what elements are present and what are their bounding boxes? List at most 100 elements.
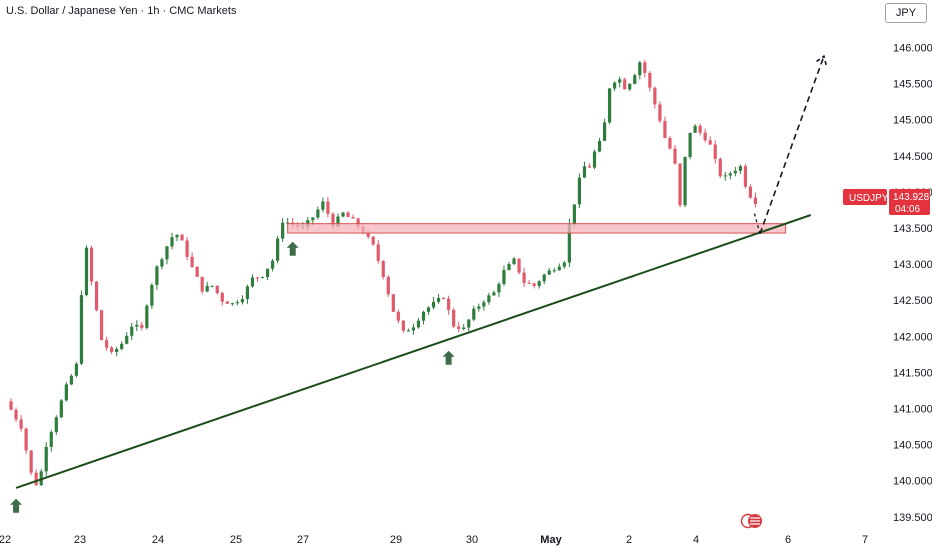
candle-body (225, 301, 229, 304)
candle-body (517, 258, 521, 273)
candle-body (406, 330, 410, 332)
x-tick-label: 22 (0, 534, 11, 546)
y-tick-label: 140.500 (893, 440, 932, 452)
x-tick-label: 24 (152, 534, 164, 546)
price-tag-price: 143.928 (893, 192, 930, 203)
chart-title: U.S. Dollar / Japanese Yen · 1h · CMC Ma… (6, 5, 237, 17)
y-tick-label: 145.000 (893, 115, 932, 127)
candle (708, 136, 712, 145)
candle-body (683, 156, 687, 206)
candle (552, 267, 556, 273)
candle (69, 374, 73, 386)
x-tick-label: 2 (626, 534, 632, 546)
candle-body (467, 319, 471, 328)
candle (411, 323, 416, 335)
resistance-zone (287, 223, 787, 234)
candle (64, 382, 68, 402)
y-tick-label: 143.000 (893, 259, 932, 271)
candle-body (99, 310, 104, 341)
candle (718, 157, 722, 179)
y-tick-label: 143.500 (893, 223, 932, 235)
candle (421, 310, 426, 325)
price-axis: 146.000145.500145.000144.500144.000143.5… (893, 43, 932, 524)
candle (19, 414, 23, 432)
candle (150, 282, 154, 310)
candle (643, 59, 647, 78)
candle-body (180, 234, 184, 241)
candle (653, 86, 657, 109)
candle (180, 233, 184, 241)
candle (250, 274, 255, 288)
candle (733, 166, 737, 177)
candle-body (552, 270, 556, 272)
candle (416, 317, 421, 329)
candle (59, 398, 63, 419)
candle-body (140, 324, 144, 328)
candle-body (713, 144, 717, 159)
candle-body (426, 307, 431, 312)
candle (497, 282, 501, 298)
candle-body (260, 277, 265, 279)
candle-body (537, 281, 541, 286)
candle (120, 341, 124, 351)
candle-body (648, 72, 652, 88)
candle-body (638, 62, 642, 76)
candle (220, 291, 224, 306)
y-tick-label: 145.500 (893, 79, 932, 91)
candle-body (733, 170, 737, 174)
candle (140, 321, 144, 331)
candle (386, 274, 390, 297)
candle-body (457, 326, 461, 329)
candle-body (376, 244, 380, 261)
candle-body (527, 282, 531, 284)
candle (592, 149, 597, 170)
candle (99, 309, 104, 341)
candle (517, 258, 521, 275)
y-tick-label: 140.000 (893, 476, 932, 488)
candle-body (130, 326, 134, 336)
candle-body (592, 151, 597, 168)
candle (9, 398, 13, 411)
candle-body (698, 125, 702, 133)
x-tick-label: May (540, 534, 562, 546)
candle (648, 71, 652, 92)
candle-body (587, 166, 592, 168)
candle (487, 292, 491, 305)
candle (698, 123, 702, 136)
x-tick-label: 25 (230, 534, 242, 546)
candle-body (185, 240, 189, 257)
candle-body (396, 311, 400, 321)
candle (135, 320, 139, 331)
candle (678, 163, 682, 208)
candle-body (613, 82, 617, 89)
candle-body (502, 270, 506, 284)
candle-body (462, 327, 466, 329)
candle (175, 234, 179, 242)
candle-body (557, 266, 561, 271)
candle-body (79, 295, 84, 364)
candle (49, 429, 53, 452)
candle (582, 161, 587, 178)
candle-body (447, 298, 451, 310)
candle-body (693, 125, 697, 133)
candle (321, 197, 325, 213)
candle (125, 332, 129, 345)
candle-body (311, 217, 315, 221)
candle (396, 309, 400, 324)
candle (723, 171, 727, 181)
candle-body (230, 303, 234, 305)
currency-button[interactable]: JPY (885, 3, 927, 23)
candle (170, 232, 174, 250)
candle (462, 324, 466, 331)
candle (542, 273, 546, 285)
candle (492, 290, 496, 296)
candle-body (19, 419, 23, 429)
candle (623, 77, 627, 90)
candle (381, 260, 385, 280)
candle-body (24, 428, 28, 451)
price-tag-countdown: 04:06 (895, 204, 920, 215)
candle (195, 266, 199, 278)
candle (673, 145, 677, 165)
candle (658, 101, 662, 124)
